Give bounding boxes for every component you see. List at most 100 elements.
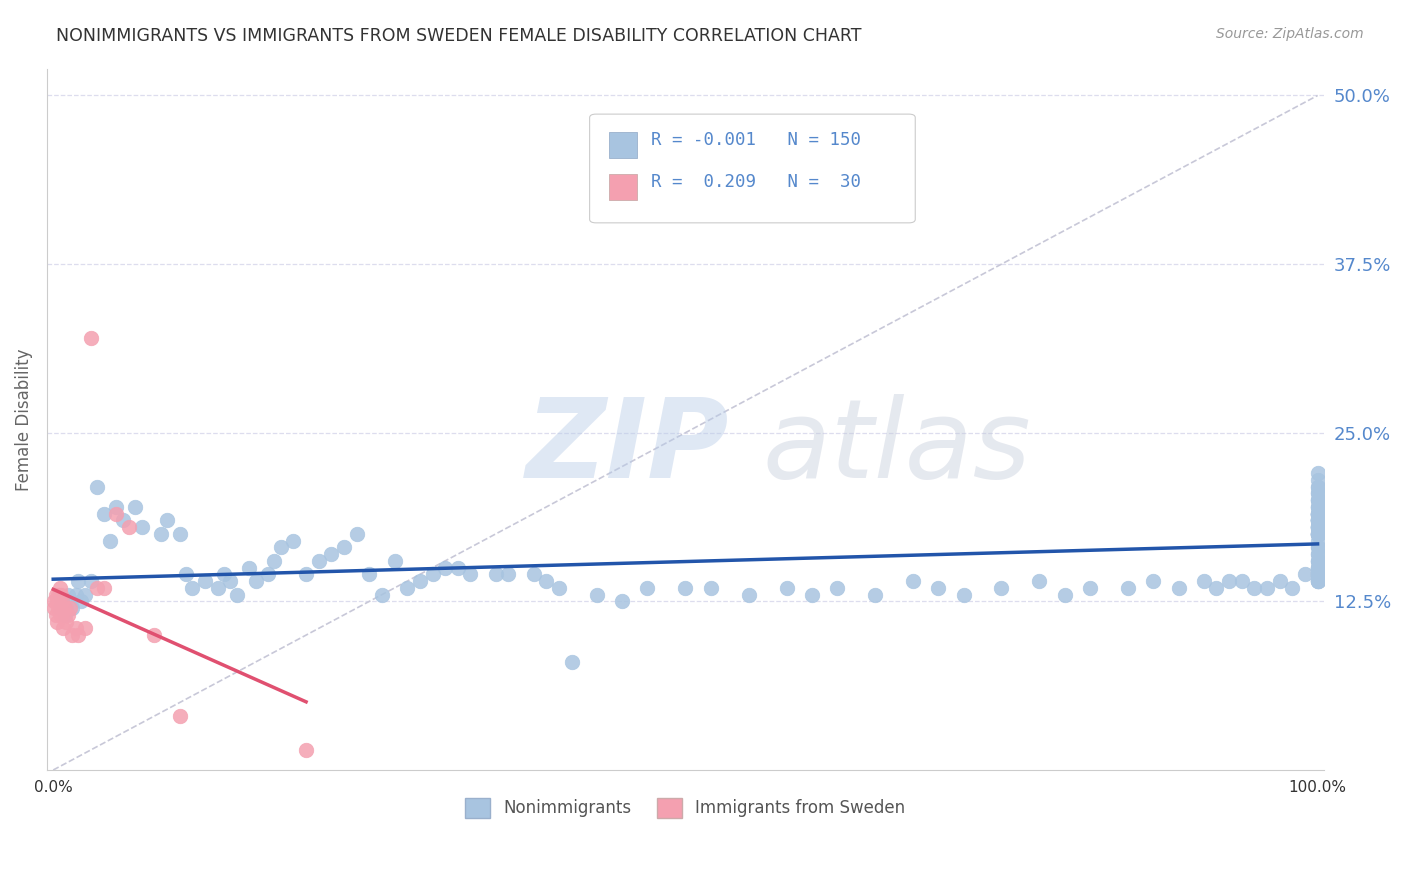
Point [51, 594, 73, 608]
Point [1306, 560, 1329, 574]
Point [699, 581, 721, 595]
Point [308, 554, 330, 568]
Point [1306, 513, 1329, 527]
Point [219, 574, 242, 589]
Point [673, 581, 696, 595]
Point [1306, 567, 1329, 582]
Point [93, 581, 115, 595]
Point [1306, 513, 1329, 527]
Point [927, 581, 949, 595]
Point [49, 588, 72, 602]
Point [1306, 507, 1329, 521]
Point [1281, 581, 1303, 595]
Point [149, 527, 172, 541]
Point [1306, 567, 1329, 582]
Text: atlas: atlas [762, 393, 1031, 500]
Point [371, 588, 394, 602]
Point [105, 500, 128, 514]
Point [1306, 520, 1329, 534]
Point [52, 621, 75, 635]
Point [548, 581, 571, 595]
Point [59, 601, 82, 615]
Point [70, 594, 93, 608]
Point [1078, 581, 1101, 595]
Point [67, 628, 90, 642]
Point [1306, 480, 1329, 494]
Point [1306, 574, 1329, 589]
Point [1306, 547, 1329, 561]
Point [156, 513, 179, 527]
Point [1306, 500, 1329, 514]
Point [1306, 513, 1329, 527]
Text: R =  0.209   N =  30: R = 0.209 N = 30 [651, 173, 860, 191]
Point [105, 507, 128, 521]
Point [800, 588, 823, 602]
Point [409, 574, 432, 589]
Point [1256, 581, 1278, 595]
Point [80, 574, 103, 589]
Point [1306, 507, 1329, 521]
Point [1142, 574, 1164, 589]
Point [1167, 581, 1189, 595]
Text: R = -0.001   N = 150: R = -0.001 N = 150 [651, 131, 860, 149]
Point [1306, 527, 1329, 541]
Point [1306, 554, 1329, 568]
Point [46, 601, 69, 615]
Point [65, 621, 87, 635]
Point [194, 574, 217, 589]
Point [46, 594, 69, 608]
Point [98, 533, 121, 548]
Point [396, 581, 419, 595]
Point [359, 567, 381, 582]
Point [460, 567, 482, 582]
Point [1053, 588, 1076, 602]
Point [124, 500, 146, 514]
Point [181, 581, 204, 595]
Point [73, 621, 96, 635]
Point [637, 581, 659, 595]
Point [1306, 473, 1329, 487]
Point [1306, 541, 1329, 555]
Point [131, 520, 153, 534]
Point [65, 588, 87, 602]
Point [225, 588, 247, 602]
Point [1306, 560, 1329, 574]
Point [174, 567, 197, 582]
Point [1306, 527, 1329, 541]
Point [1306, 520, 1329, 534]
Point [952, 588, 974, 602]
Point [49, 607, 72, 622]
Point [1306, 507, 1329, 521]
Point [586, 588, 609, 602]
Point [1243, 581, 1265, 595]
Point [1306, 574, 1329, 589]
Point [1306, 486, 1329, 500]
Point [561, 655, 583, 669]
Point [143, 628, 166, 642]
Text: ZIP: ZIP [526, 393, 730, 500]
Point [212, 567, 235, 582]
Point [1268, 574, 1291, 589]
FancyBboxPatch shape [589, 114, 915, 223]
Point [44, 594, 66, 608]
Point [46, 588, 69, 602]
Point [48, 581, 70, 595]
Point [1306, 567, 1329, 582]
Point [55, 615, 77, 629]
Point [1306, 554, 1329, 568]
Point [45, 588, 67, 602]
Point [1306, 493, 1329, 508]
Point [990, 581, 1012, 595]
Point [333, 541, 356, 555]
Point [48, 601, 70, 615]
Legend: Nonimmigrants, Immigrants from Sweden: Nonimmigrants, Immigrants from Sweden [458, 791, 912, 825]
Point [1306, 547, 1329, 561]
Point [1306, 486, 1329, 500]
Point [86, 480, 108, 494]
Point [80, 331, 103, 345]
Point [825, 581, 848, 595]
Point [384, 554, 406, 568]
Point [1116, 581, 1139, 595]
Point [1306, 574, 1329, 589]
Point [1306, 520, 1329, 534]
